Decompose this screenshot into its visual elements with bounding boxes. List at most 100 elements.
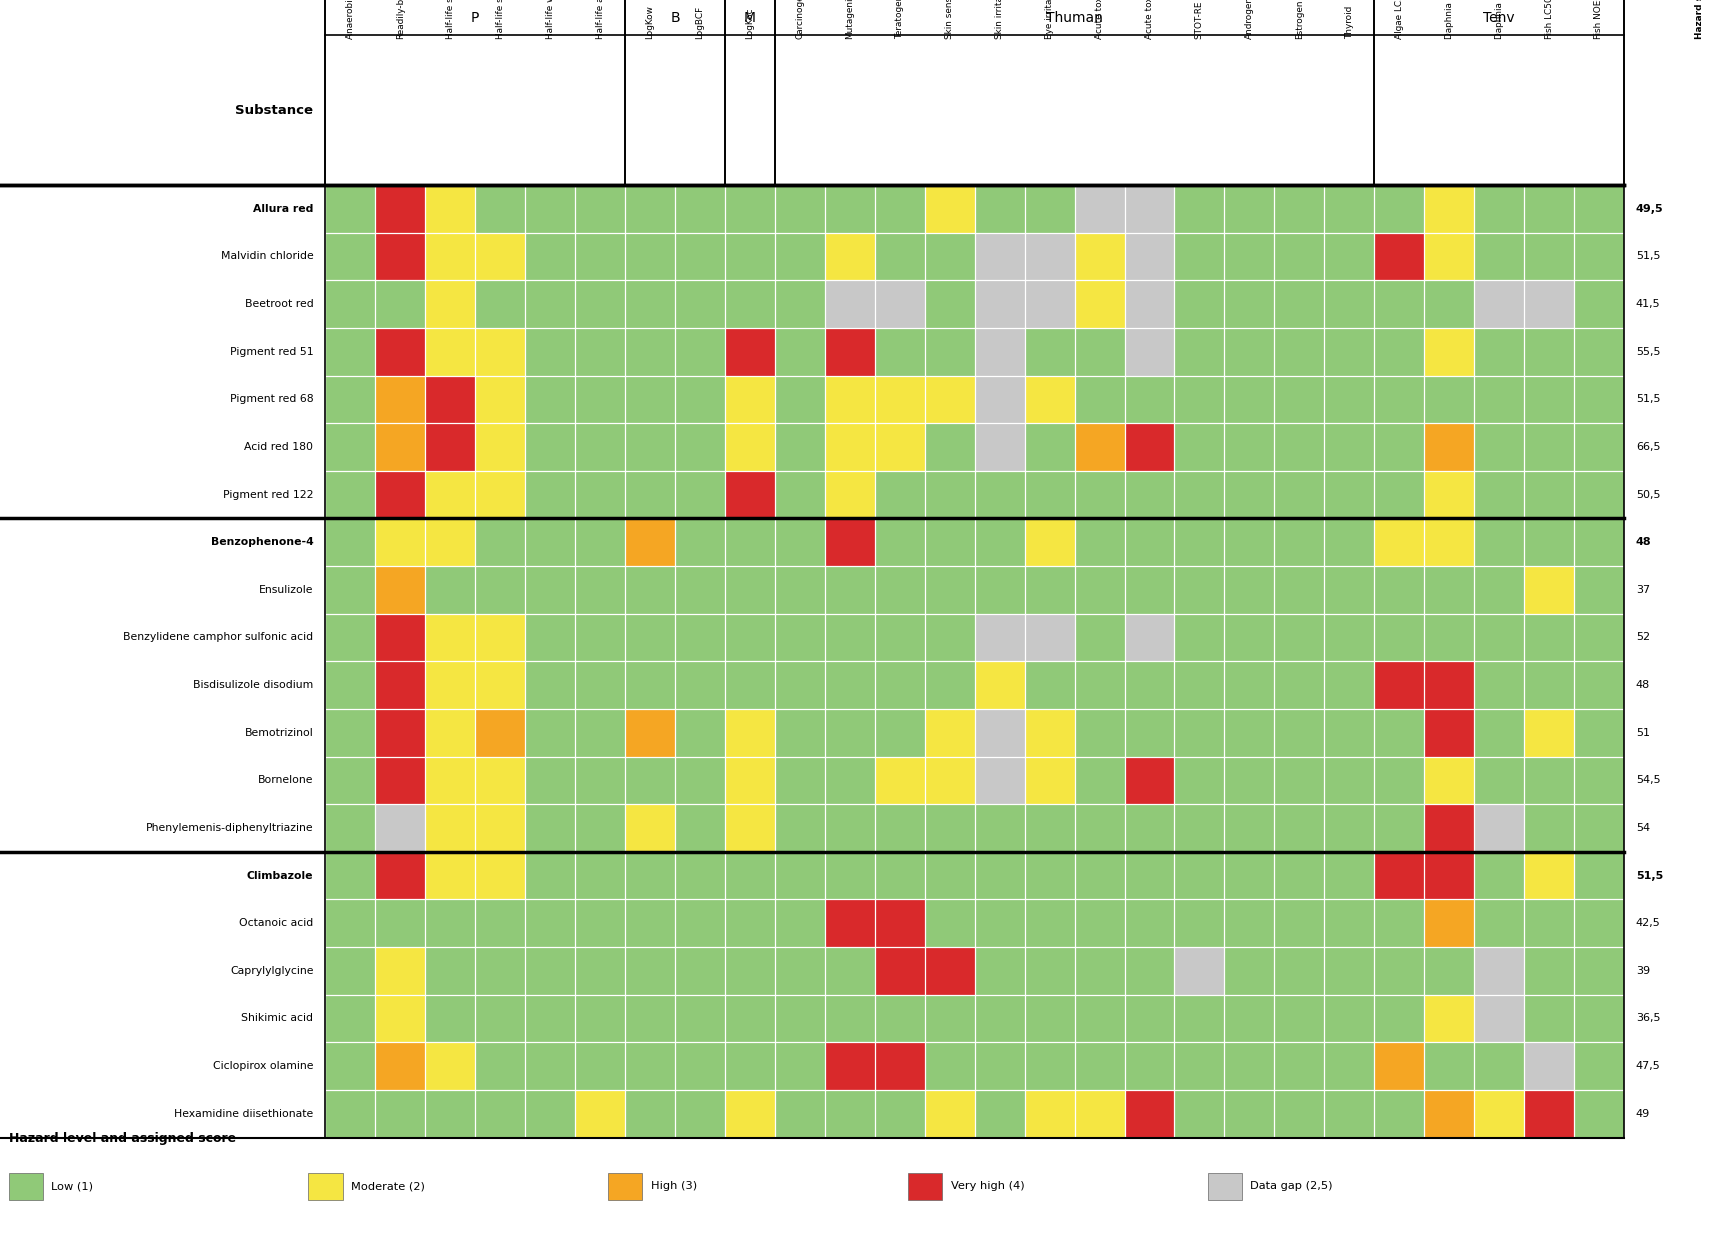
Bar xyxy=(1225,661,1274,709)
Bar xyxy=(325,1090,375,1138)
Bar xyxy=(576,280,625,328)
Bar xyxy=(625,995,675,1042)
Bar xyxy=(1124,328,1175,375)
Text: Shikimic acid: Shikimic acid xyxy=(242,1014,313,1024)
Bar xyxy=(1374,614,1424,661)
Bar xyxy=(975,1042,1024,1090)
Bar xyxy=(1475,995,1525,1042)
Bar xyxy=(975,948,1024,995)
Bar xyxy=(1374,900,1424,948)
Bar xyxy=(1074,471,1124,519)
Bar xyxy=(526,566,576,614)
Bar xyxy=(826,709,875,756)
Bar xyxy=(1074,851,1124,900)
Bar xyxy=(1424,566,1475,614)
Bar xyxy=(526,328,576,375)
Text: Daphnia LC50: Daphnia LC50 xyxy=(1444,0,1454,39)
Bar xyxy=(576,1090,625,1138)
Bar xyxy=(1024,185,1074,232)
Bar xyxy=(1374,375,1424,423)
Bar xyxy=(1374,804,1424,851)
Text: Anaerobic degradation: Anaerobic degradation xyxy=(346,0,355,39)
Bar xyxy=(1324,1042,1374,1090)
Bar xyxy=(774,375,826,423)
Bar xyxy=(375,614,425,661)
Bar xyxy=(925,471,975,519)
Bar xyxy=(475,804,526,851)
Bar xyxy=(1324,375,1374,423)
Bar xyxy=(1175,519,1225,566)
Text: Acid red 180: Acid red 180 xyxy=(245,442,313,452)
Text: M: M xyxy=(743,10,755,25)
Bar xyxy=(1374,1090,1424,1138)
Bar xyxy=(1074,375,1124,423)
Bar xyxy=(725,614,774,661)
Bar xyxy=(526,1090,576,1138)
Bar xyxy=(475,995,526,1042)
Bar xyxy=(975,804,1024,851)
Bar xyxy=(325,519,375,566)
Bar xyxy=(1274,519,1324,566)
Bar xyxy=(1175,661,1225,709)
Bar xyxy=(1274,375,1324,423)
Text: 41,5: 41,5 xyxy=(1636,299,1660,309)
Bar xyxy=(1475,280,1525,328)
Text: B: B xyxy=(670,10,680,25)
Bar xyxy=(1525,471,1574,519)
Bar xyxy=(375,948,425,995)
Text: Readily-biodegradable: Readily-biodegradable xyxy=(396,0,404,39)
Bar xyxy=(975,185,1024,232)
Bar xyxy=(1074,280,1124,328)
Bar xyxy=(875,519,925,566)
Bar xyxy=(425,280,475,328)
Bar xyxy=(1525,614,1574,661)
Bar xyxy=(675,519,725,566)
Bar xyxy=(1374,709,1424,756)
Text: Ciclopirox olamine: Ciclopirox olamine xyxy=(212,1061,313,1071)
Bar xyxy=(875,804,925,851)
Bar xyxy=(774,232,826,280)
Text: 42,5: 42,5 xyxy=(1636,919,1660,929)
Bar xyxy=(375,709,425,756)
Bar xyxy=(675,232,725,280)
Bar xyxy=(1574,471,1624,519)
Bar xyxy=(1274,851,1324,900)
Bar xyxy=(875,756,925,804)
Bar xyxy=(725,804,774,851)
Text: Acute tox. (oral): Acute tox. (oral) xyxy=(1095,0,1105,39)
Bar xyxy=(925,185,975,232)
Bar xyxy=(475,900,526,948)
Bar xyxy=(1324,422,1374,471)
Bar xyxy=(526,232,576,280)
Text: Skin irritation: Skin irritation xyxy=(995,0,1004,39)
Bar xyxy=(425,948,475,995)
Bar xyxy=(1525,519,1574,566)
Bar xyxy=(1475,851,1525,900)
Bar xyxy=(1374,232,1424,280)
Bar xyxy=(1124,1042,1175,1090)
Bar xyxy=(925,1090,975,1138)
Bar xyxy=(625,519,675,566)
Bar xyxy=(1225,756,1274,804)
Bar xyxy=(875,1090,925,1138)
Bar xyxy=(826,851,875,900)
Bar xyxy=(1475,900,1525,948)
Bar xyxy=(475,614,526,661)
Bar xyxy=(975,900,1024,948)
Bar xyxy=(975,566,1024,614)
Text: 51: 51 xyxy=(1636,728,1650,738)
Bar xyxy=(1424,185,1475,232)
Bar xyxy=(576,995,625,1042)
Bar xyxy=(875,995,925,1042)
Bar xyxy=(1374,185,1424,232)
Text: Half-life water: Half-life water xyxy=(546,0,555,39)
Bar xyxy=(975,375,1024,423)
Bar xyxy=(725,519,774,566)
Bar xyxy=(826,422,875,471)
Bar xyxy=(925,995,975,1042)
Bar xyxy=(774,328,826,375)
Text: Thuman: Thuman xyxy=(1047,10,1103,25)
Bar xyxy=(425,900,475,948)
Bar xyxy=(375,185,425,232)
Bar xyxy=(1475,185,1525,232)
